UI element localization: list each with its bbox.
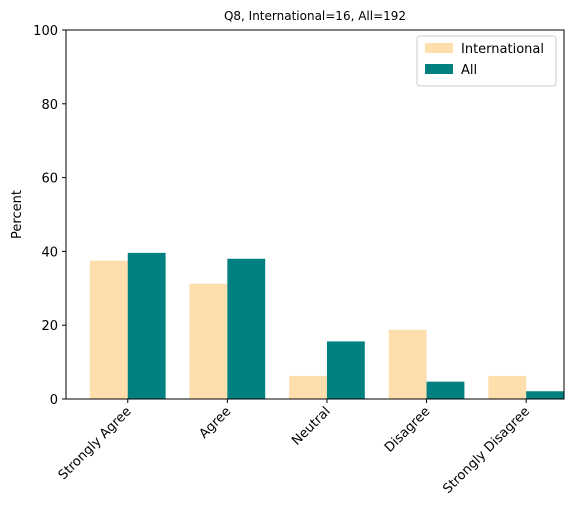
bar-international-disagree — [388, 329, 427, 399]
bar-international-neutral — [289, 375, 327, 399]
chart-title: Q8, International=16, All=192 — [224, 9, 406, 23]
bar-international-strongly-agree — [89, 260, 128, 399]
bar-all-strongly-disagree — [526, 391, 564, 399]
bar-international-strongly-disagree — [488, 375, 527, 399]
y-tick-label: 20 — [41, 319, 58, 334]
x-tick-label: Disagree — [382, 404, 433, 455]
bar-all-strongly-agree — [127, 252, 166, 399]
y-tick-label: 0 — [50, 393, 58, 408]
bar-all-disagree — [426, 381, 465, 399]
x-tick-label: Neutral — [289, 404, 334, 449]
x-tick-label: Strongly Agree — [56, 404, 135, 483]
legend-label: International — [461, 42, 544, 57]
legend: International All — [416, 35, 557, 87]
y-tick-label: 100 — [33, 24, 58, 39]
x-tick-label: Agree — [197, 404, 235, 442]
y-tick-label: 80 — [41, 98, 58, 113]
plot-area: 0 20 40 60 80 100 Strongly Agree Agree Neutral Di… — [33, 24, 565, 497]
legend-swatch — [425, 64, 453, 74]
y-tick-label: 40 — [41, 245, 58, 260]
bar-all-neutral — [326, 341, 365, 399]
y-tick-label: 60 — [41, 172, 58, 187]
plot-frame — [65, 29, 565, 400]
x-tick-label: Strongly Disagree — [440, 404, 533, 497]
legend-label: All — [461, 63, 477, 78]
legend-swatch — [425, 43, 453, 53]
bar-international-agree — [189, 283, 228, 399]
bar-all-agree — [227, 258, 266, 399]
y-axis-label: Percent — [10, 190, 25, 239]
